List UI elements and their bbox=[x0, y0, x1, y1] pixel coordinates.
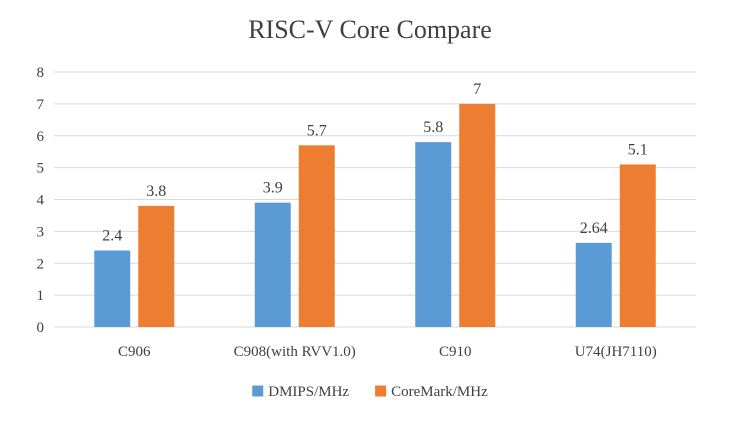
y-tick-label: 5 bbox=[37, 161, 45, 177]
legend-label: CoreMark/MHz bbox=[391, 384, 488, 400]
bar-dmips bbox=[575, 242, 612, 327]
y-tick-label: 8 bbox=[37, 65, 45, 81]
y-tick-label: 0 bbox=[37, 320, 45, 336]
x-tick-label: C910 bbox=[439, 344, 472, 360]
bar-dmips bbox=[415, 142, 452, 327]
data-label: 7 bbox=[473, 81, 481, 98]
bar-dmips bbox=[254, 202, 291, 327]
x-tick-label: U74(JH7110) bbox=[575, 344, 657, 360]
x-tick-label: C906 bbox=[118, 344, 151, 360]
data-labels: 2.4 3.8 3.9 5.7 5.8 7 2.64 5.1 bbox=[102, 81, 648, 245]
bar-coremark bbox=[298, 145, 335, 327]
data-label: 5.8 bbox=[423, 119, 443, 136]
data-label: 3.9 bbox=[263, 180, 283, 197]
y-tick-label: 1 bbox=[37, 288, 45, 304]
chart-title: RISC-V Core Compare bbox=[248, 15, 492, 44]
y-tick-label: 2 bbox=[37, 256, 45, 272]
legend-swatch-dmips bbox=[252, 385, 264, 397]
legend-label: DMIPS/MHz bbox=[268, 384, 349, 400]
data-label: 3.8 bbox=[146, 183, 166, 200]
bar-coremark bbox=[138, 205, 175, 327]
y-axis-tick-labels: 0 1 2 3 4 5 6 7 8 bbox=[37, 65, 45, 336]
data-label: 5.7 bbox=[307, 122, 327, 139]
bar-coremark bbox=[459, 103, 496, 327]
x-axis-tick-labels: C906 C908(with RVV1.0) C910 U74(JH7110) bbox=[118, 344, 657, 360]
legend-swatch-coremark bbox=[375, 385, 387, 397]
data-label: 2.4 bbox=[102, 228, 122, 245]
y-tick-label: 6 bbox=[37, 129, 45, 145]
y-tick-label: 4 bbox=[37, 193, 45, 209]
data-label: 5.1 bbox=[628, 141, 648, 158]
bar-dmips bbox=[94, 250, 131, 327]
y-tick-label: 7 bbox=[37, 97, 45, 113]
data-label: 2.64 bbox=[580, 220, 608, 237]
bar-coremark bbox=[619, 164, 656, 327]
y-tick-label: 3 bbox=[37, 224, 45, 240]
legend: DMIPS/MHz CoreMark/MHz bbox=[252, 384, 488, 400]
x-tick-label: C908(with RVV1.0) bbox=[234, 344, 356, 360]
bars bbox=[94, 103, 656, 327]
